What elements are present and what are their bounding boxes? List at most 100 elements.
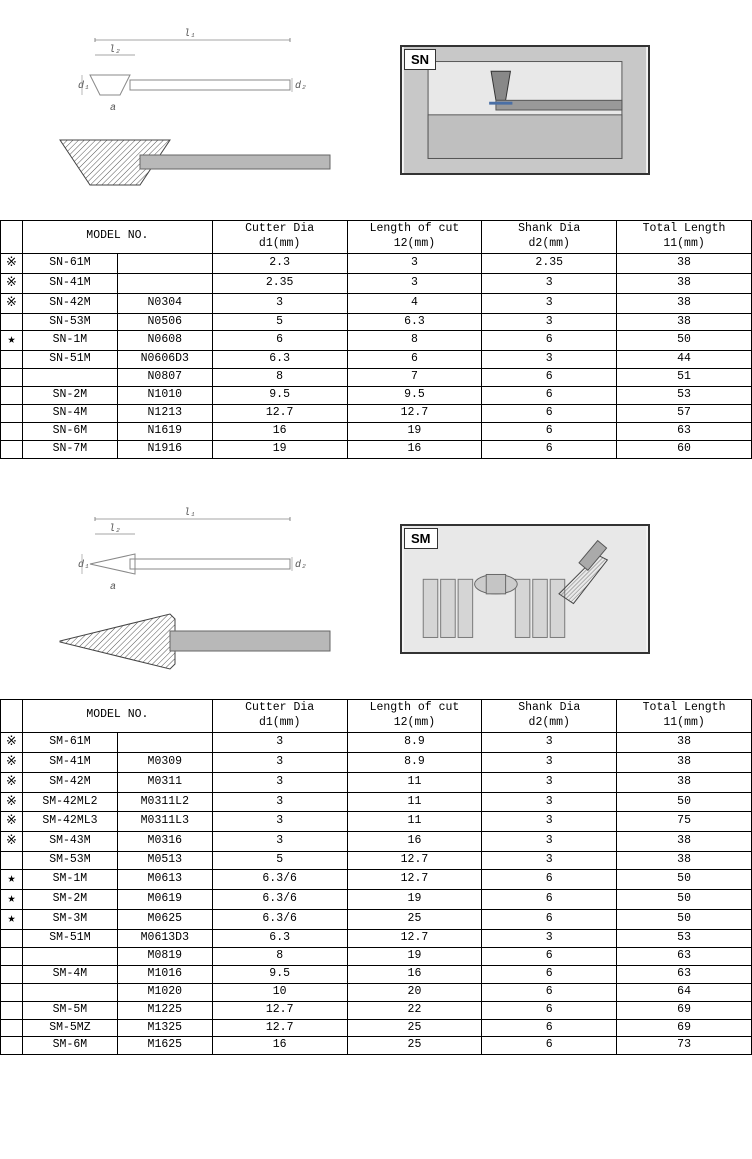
table-row: SN-6M N1619 16 19 6 63 bbox=[1, 423, 752, 441]
l2-cell: 25 bbox=[347, 909, 482, 929]
l2-cell: 11 bbox=[347, 792, 482, 812]
model-cell: SM-51M bbox=[22, 929, 117, 947]
code-cell: N1213 bbox=[117, 405, 212, 423]
l1-cell: 63 bbox=[617, 965, 752, 983]
d1-cell: 2.35 bbox=[212, 273, 347, 293]
l2-cell: 4 bbox=[347, 293, 482, 313]
l2-cell: 22 bbox=[347, 1001, 482, 1019]
symbol-header bbox=[1, 700, 23, 733]
code-cell: N0606D3 bbox=[117, 351, 212, 369]
model-cell: SM-2M bbox=[22, 890, 117, 910]
shank-header: Shank Diad2(mm) bbox=[482, 700, 617, 733]
model-cell: SM-4M bbox=[22, 965, 117, 983]
symbol-cell bbox=[1, 313, 23, 331]
model-cell: SM-61M bbox=[22, 732, 117, 752]
d1-cell: 9.5 bbox=[212, 965, 347, 983]
shape-label: SN bbox=[404, 49, 436, 70]
svg-text:a: a bbox=[110, 103, 116, 114]
l1-cell: 50 bbox=[617, 331, 752, 351]
model-cell: SM-53M bbox=[22, 852, 117, 870]
table-row: SM-4M M1016 9.5 16 6 63 bbox=[1, 965, 752, 983]
model-cell: SM-42M bbox=[22, 772, 117, 792]
d1-cell: 12.7 bbox=[212, 1019, 347, 1037]
code-cell: M0311L2 bbox=[117, 792, 212, 812]
l1-cell: 63 bbox=[617, 947, 752, 965]
d1-cell: 19 bbox=[212, 441, 347, 459]
l2-cell: 25 bbox=[347, 1019, 482, 1037]
usage-illustration: SN bbox=[400, 45, 650, 175]
l1-cell: 63 bbox=[617, 423, 752, 441]
d1-cell: 6.3 bbox=[212, 351, 347, 369]
model-cell: SN-7M bbox=[22, 441, 117, 459]
d2-cell: 6 bbox=[482, 1019, 617, 1037]
table-row: ※ SM-61M 3 8.9 3 38 bbox=[1, 732, 752, 752]
symbol-cell bbox=[1, 351, 23, 369]
model-cell: SM-1M bbox=[22, 870, 117, 890]
table-row: ★ SM-2M M0619 6.3/6 19 6 50 bbox=[1, 890, 752, 910]
l2-cell: 7 bbox=[347, 369, 482, 387]
d1-cell: 3 bbox=[212, 792, 347, 812]
l1-cell: 38 bbox=[617, 752, 752, 772]
symbol-cell bbox=[1, 1037, 23, 1055]
symbol-cell bbox=[1, 441, 23, 459]
symbol-cell: ★ bbox=[1, 909, 23, 929]
symbol-cell: ※ bbox=[1, 253, 23, 273]
d1-cell: 5 bbox=[212, 313, 347, 331]
l2-cell: 19 bbox=[347, 947, 482, 965]
l1-cell: 50 bbox=[617, 870, 752, 890]
table-row: SM-5M M1225 12.7 22 6 69 bbox=[1, 1001, 752, 1019]
code-cell bbox=[117, 273, 212, 293]
table-row: N0807 8 7 6 51 bbox=[1, 369, 752, 387]
l1-cell: 50 bbox=[617, 890, 752, 910]
spec-table: MODEL NO. Cutter Diad1(mm) Length of cut… bbox=[0, 220, 752, 459]
l2-cell: 3 bbox=[347, 253, 482, 273]
l2-cell: 11 bbox=[347, 812, 482, 832]
l2-cell: 16 bbox=[347, 965, 482, 983]
svg-text:l₂: l₂ bbox=[109, 523, 121, 535]
d1-cell: 3 bbox=[212, 732, 347, 752]
symbol-cell: ※ bbox=[1, 792, 23, 812]
code-cell: M0613 bbox=[117, 870, 212, 890]
code-cell: N1916 bbox=[117, 441, 212, 459]
l2-cell: 19 bbox=[347, 890, 482, 910]
table-row: M0819 8 19 6 63 bbox=[1, 947, 752, 965]
d2-cell: 3 bbox=[482, 792, 617, 812]
model-header: MODEL NO. bbox=[22, 221, 212, 254]
table-row: SM-51M M0613D3 6.3 12.7 3 53 bbox=[1, 929, 752, 947]
d2-cell: 6 bbox=[482, 909, 617, 929]
symbol-cell: ※ bbox=[1, 273, 23, 293]
d2-cell: 6 bbox=[482, 890, 617, 910]
table-header: MODEL NO. Cutter Diad1(mm) Length of cut… bbox=[1, 700, 752, 733]
d1-cell: 3 bbox=[212, 293, 347, 313]
svg-text:d₁: d₁ bbox=[78, 80, 90, 92]
table-row: ※ SN-41M 2.35 3 3 38 bbox=[1, 273, 752, 293]
d1-cell: 16 bbox=[212, 1037, 347, 1055]
code-cell bbox=[117, 253, 212, 273]
symbol-cell bbox=[1, 929, 23, 947]
d2-cell: 6 bbox=[482, 423, 617, 441]
model-cell bbox=[22, 983, 117, 1001]
l2-cell: 8 bbox=[347, 331, 482, 351]
d1-cell: 6.3/6 bbox=[212, 890, 347, 910]
d2-cell: 6 bbox=[482, 983, 617, 1001]
l1-cell: 38 bbox=[617, 852, 752, 870]
code-cell bbox=[117, 732, 212, 752]
symbol-cell bbox=[1, 947, 23, 965]
code-cell: N0608 bbox=[117, 331, 212, 351]
section-sm: l₁ l₂ d₁ d₂ a SM bbox=[0, 479, 752, 1055]
model-header: MODEL NO. bbox=[22, 700, 212, 733]
d1-cell: 3 bbox=[212, 772, 347, 792]
l1-cell: 38 bbox=[617, 293, 752, 313]
l2-cell: 11 bbox=[347, 772, 482, 792]
l2-cell: 12.7 bbox=[347, 870, 482, 890]
table-row: ※ SM-43M M0316 3 16 3 38 bbox=[1, 832, 752, 852]
table-row: ※ SM-42ML3 M0311L3 3 11 3 75 bbox=[1, 812, 752, 832]
code-cell: M1020 bbox=[117, 983, 212, 1001]
code-cell: N1619 bbox=[117, 423, 212, 441]
d2-cell: 3 bbox=[482, 772, 617, 792]
model-cell: SM-5M bbox=[22, 1001, 117, 1019]
usage-illustration: SM bbox=[400, 524, 650, 654]
section-sn: l₁ l₂ d₁ d₂ a SN bbox=[0, 0, 752, 459]
symbol-cell: ※ bbox=[1, 812, 23, 832]
svg-text:d₂: d₂ bbox=[295, 80, 307, 92]
